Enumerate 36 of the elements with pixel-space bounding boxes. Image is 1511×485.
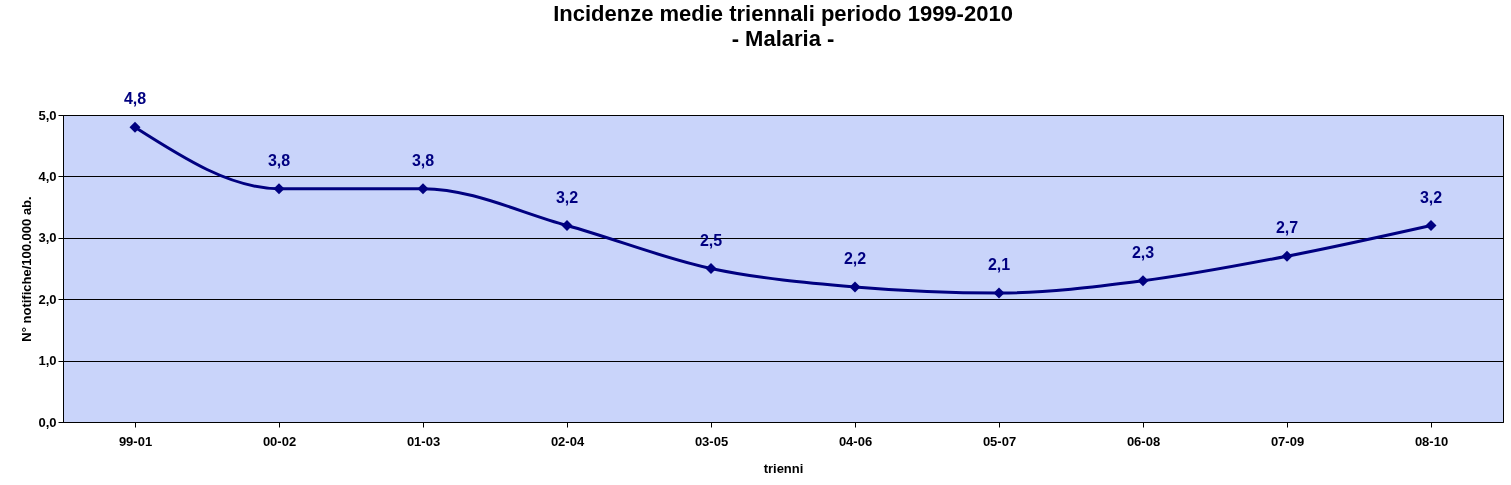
x-tick-label: 03-05 [694,433,729,449]
x-tick-label: 06-08 [1126,433,1161,449]
data-label: 3,8 [267,151,291,169]
point [273,183,285,195]
y-axis-title: N° notifiche/100.000 ab. [19,196,35,342]
x-axis-title: trienni [763,460,804,476]
y-tick-label: 5,0 [38,107,57,123]
y-tick-label: 1,0 [38,353,57,369]
point [1281,250,1293,262]
x-tick-label: 07-09 [1270,433,1305,449]
x-tick-label: 01-03 [406,433,441,449]
x-tick-label: 05-07 [982,433,1017,449]
point [849,281,861,293]
point [129,121,141,133]
x-tick-label: 02-04 [550,433,585,449]
y-tick-label: 0,0 [38,414,57,430]
x-tick-label: 08-10 [1414,433,1449,449]
chart-subtitle: - Malaria - [731,26,835,52]
point [417,183,429,195]
data-label: 2,3 [1131,243,1155,261]
data-label: 3,2 [1419,188,1443,206]
data-label: 3,2 [555,188,579,206]
data-label: 2,7 [1275,219,1299,237]
data-label: 3,8 [411,151,435,169]
data-label: 4,8 [123,90,147,108]
chart-title: Incidenze medie triennali periodo 1999-2010 [553,1,1013,27]
x-tick-label: 04-06 [838,433,873,449]
y-tick-label: 3,0 [38,230,57,246]
x-tick-label: 99-01 [118,433,153,449]
y-tick-label: 2,0 [38,291,57,307]
data-label: 2,1 [987,256,1011,274]
y-tick-label: 4,0 [38,168,57,184]
point [1137,275,1149,287]
data-label: 2,2 [843,249,867,267]
point [993,287,1005,299]
x-tick-label: 00-02 [262,433,297,449]
